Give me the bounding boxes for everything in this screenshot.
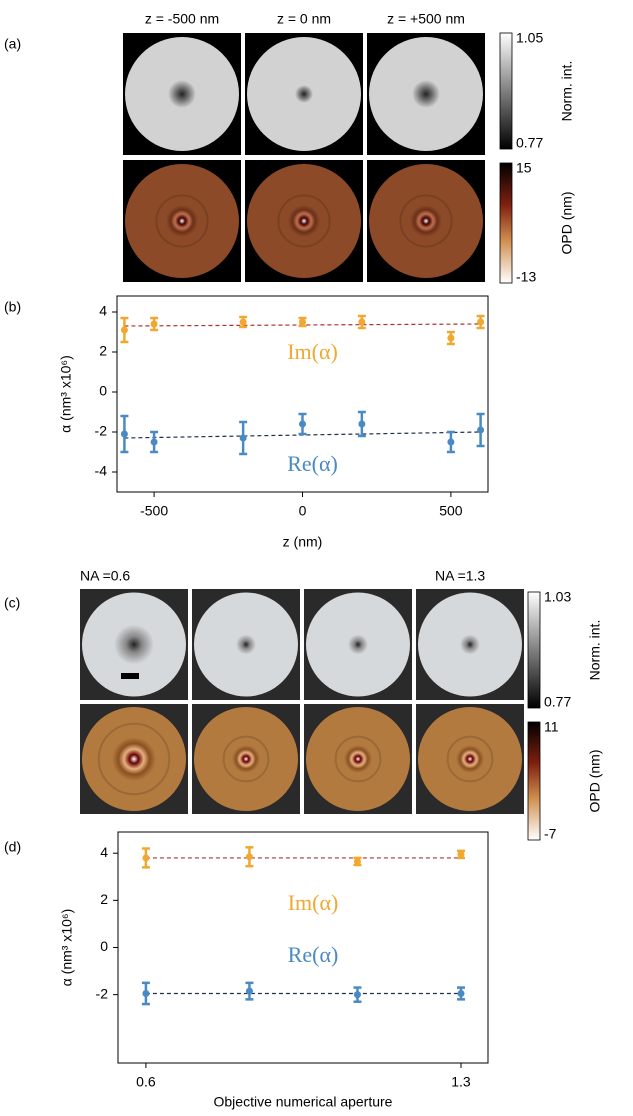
y-tick-label: 2 <box>100 891 108 907</box>
colorbar <box>499 162 513 284</box>
image-title: z = -500 nm <box>145 11 219 27</box>
y-tick-label: 4 <box>99 303 107 319</box>
y-axis-label: α (nm³ x10⁶) <box>59 909 75 987</box>
image-spot <box>288 205 320 237</box>
scale-bar <box>121 673 139 679</box>
point <box>477 426 485 434</box>
image-title: z = +500 nm <box>387 11 465 27</box>
x-tick-label: 1.3 <box>451 1074 471 1090</box>
x-tick-label: 0.6 <box>136 1074 156 1090</box>
image-ring <box>277 194 331 248</box>
image-spot <box>344 745 372 773</box>
y-axis-label: α (nm³ x10⁶) <box>58 355 74 433</box>
y-tick-label: 0 <box>99 383 107 399</box>
x-tick-label: -500 <box>140 503 168 519</box>
point <box>150 438 158 446</box>
colorbar-min: -13 <box>516 269 536 285</box>
point <box>142 989 150 997</box>
point <box>447 438 455 446</box>
colorbar-max: 1.03 <box>544 589 571 605</box>
image-spot <box>168 80 196 108</box>
colorbar-max: 15 <box>516 160 532 176</box>
image-ring <box>155 194 209 248</box>
series-annotation: Re(α) <box>287 451 338 476</box>
image-spot <box>460 634 480 655</box>
colorbar-label: Norm. int. <box>559 61 575 122</box>
x-tick-label: 0 <box>299 503 307 519</box>
y-tick-label: 0 <box>100 938 108 954</box>
x-axis-label: Objective numerical aperture <box>214 1094 393 1110</box>
image-spot <box>114 624 154 665</box>
colorbar <box>527 721 541 841</box>
image-spot <box>348 634 368 655</box>
point <box>239 318 247 326</box>
image-spot <box>456 745 484 773</box>
image-title: NA =0.6 <box>80 568 130 584</box>
colorbar-min: 0.77 <box>544 694 571 710</box>
panel-label: (a) <box>4 36 21 52</box>
colorbar <box>527 591 541 709</box>
image-ring <box>446 735 494 783</box>
point <box>477 318 485 326</box>
colorbar-label: OPD (nm) <box>559 192 575 255</box>
series-annotation: Im(α) <box>287 339 338 364</box>
point <box>299 420 306 428</box>
colorbar-max: 1.05 <box>516 30 543 46</box>
panel-label: (b) <box>4 299 21 315</box>
panel-label: (d) <box>4 839 21 855</box>
point <box>299 318 306 326</box>
point <box>457 850 465 858</box>
series-annotation: Re(α) <box>288 942 339 967</box>
point <box>150 320 158 328</box>
colorbar <box>499 32 513 150</box>
point <box>358 318 366 326</box>
image-title: NA =1.3 <box>435 568 485 584</box>
x-axis-label: z (nm) <box>283 534 323 550</box>
point <box>447 334 455 342</box>
image-ring <box>222 735 270 783</box>
point <box>120 430 128 438</box>
colorbar-max: 11 <box>544 719 559 735</box>
panel-label: (c) <box>4 595 20 611</box>
point <box>245 853 253 861</box>
point <box>245 987 253 995</box>
point <box>142 854 150 862</box>
image-title: z = 0 nm <box>277 11 331 27</box>
image-spot <box>166 205 198 237</box>
colorbar-min: 0.77 <box>516 135 543 151</box>
point <box>353 991 361 999</box>
y-tick-label: 2 <box>99 343 107 359</box>
y-tick-label: -4 <box>95 463 108 479</box>
series-annotation: Im(α) <box>288 890 339 915</box>
point <box>239 434 247 442</box>
image-spot <box>232 745 260 773</box>
point <box>120 326 128 334</box>
colorbar-min: -7 <box>544 826 557 842</box>
colorbar-label: OPD (nm) <box>587 750 603 813</box>
y-tick-label: -2 <box>96 985 109 1001</box>
y-tick-label: 4 <box>100 844 108 860</box>
image-ring <box>97 722 171 796</box>
point <box>457 989 465 997</box>
colorbar-label: Norm. int. <box>587 620 603 681</box>
image-spot <box>236 634 256 655</box>
image-spot <box>410 205 442 237</box>
x-tick-label: 500 <box>439 503 463 519</box>
point <box>358 420 366 428</box>
point <box>353 857 361 865</box>
image-ring <box>399 194 453 248</box>
image-ring <box>334 735 382 783</box>
y-tick-label: -2 <box>95 423 108 439</box>
image-spot <box>295 85 313 103</box>
image-spot <box>412 80 440 108</box>
image-spot <box>112 737 156 781</box>
